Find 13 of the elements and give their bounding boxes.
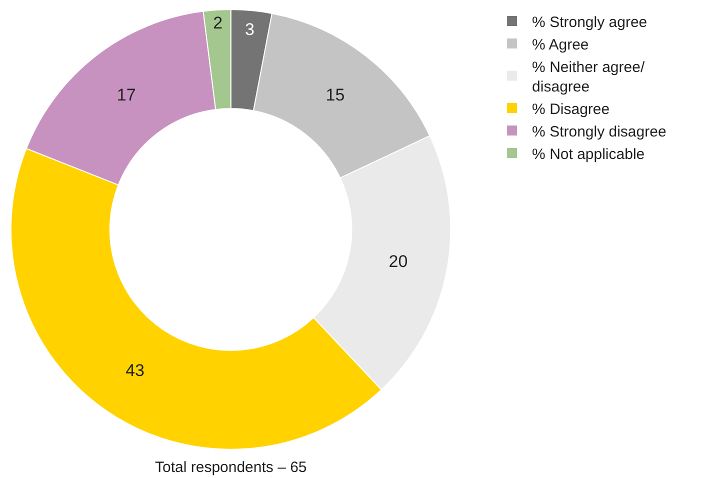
legend-label: % Strongly agree — [532, 14, 648, 31]
legend-label: % Not applicable — [532, 146, 645, 163]
legend-label: % Agree — [532, 36, 589, 54]
data-label: 2 — [213, 13, 223, 32]
data-label: 20 — [388, 252, 408, 271]
data-label: 15 — [326, 85, 345, 104]
data-label: 43 — [126, 360, 144, 380]
text: Total respondents – 65 — [155, 459, 307, 476]
legend-label: % Strongly disagree — [532, 123, 666, 140]
legend-label: % Neither agree/ disagree — [532, 58, 646, 96]
data-label: 3 — [244, 20, 254, 39]
legend-label: % Disagree — [532, 100, 610, 118]
data-label: 17 — [116, 85, 136, 104]
